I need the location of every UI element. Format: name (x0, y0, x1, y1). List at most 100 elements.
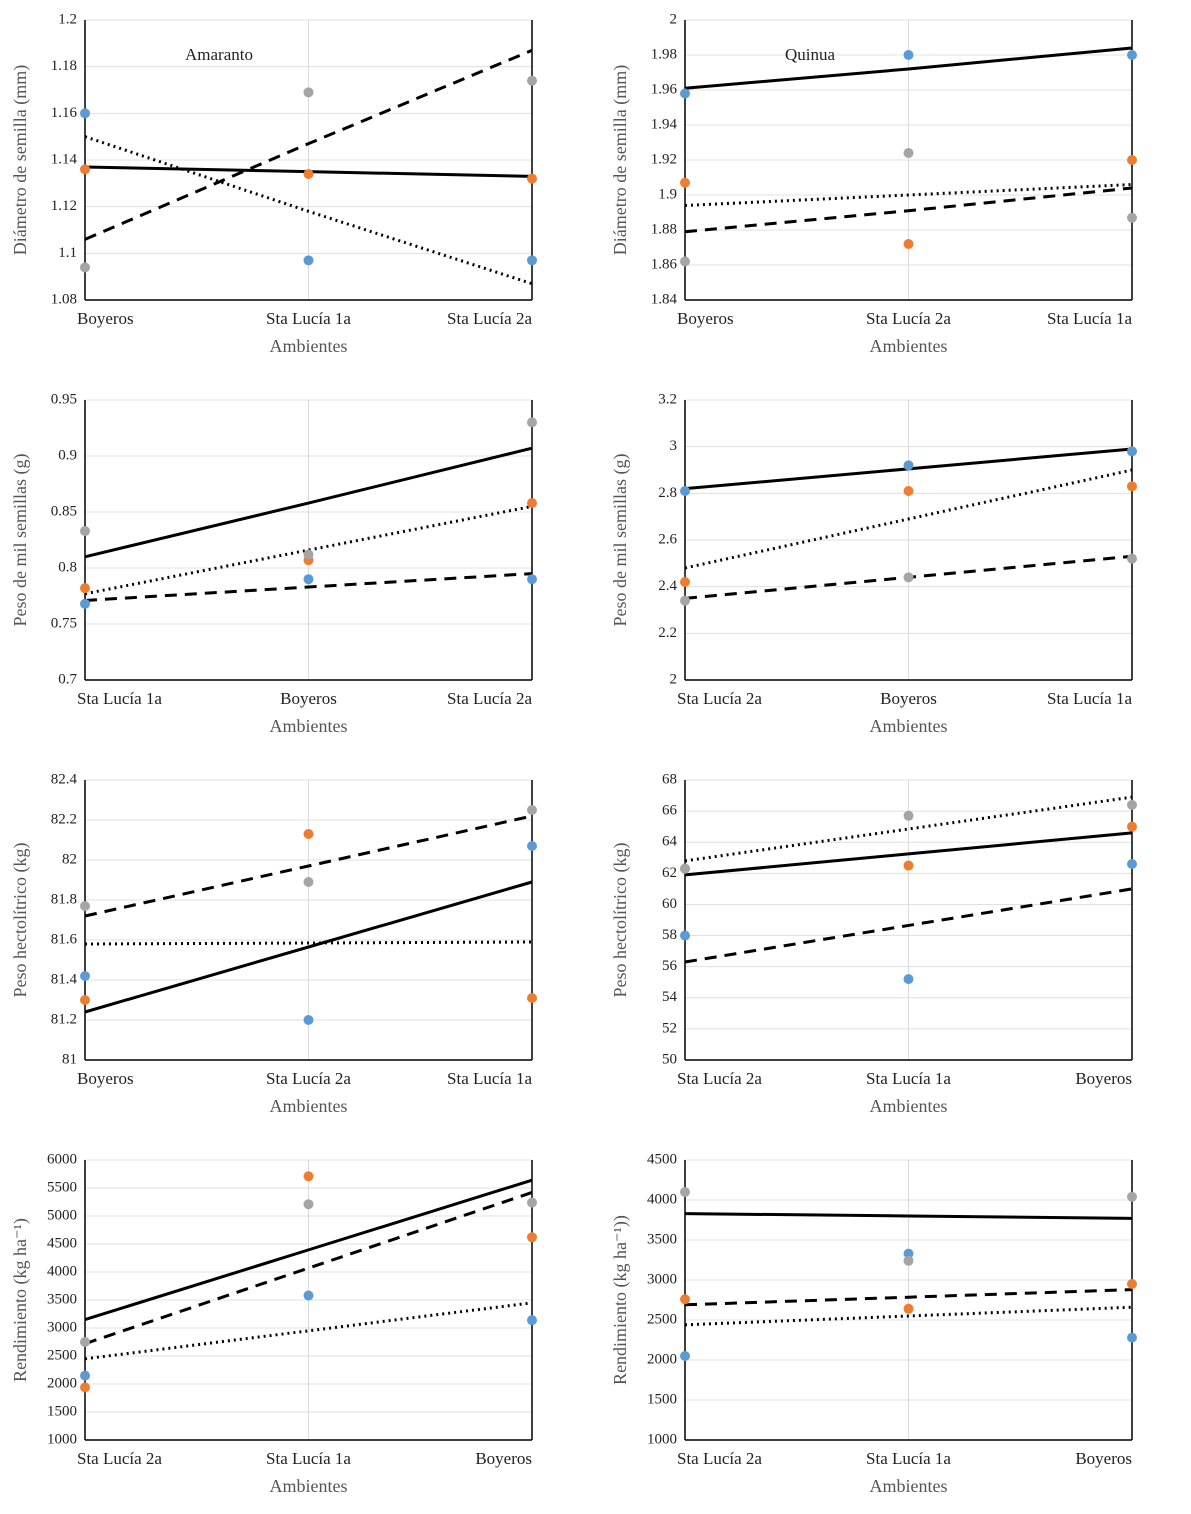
x-tick-label: Boyeros (77, 309, 134, 328)
data-point (80, 995, 90, 1005)
trend-line (84, 572, 533, 602)
x-tick-label: Sta Lucía 1a (266, 1449, 351, 1468)
data-point (680, 577, 690, 587)
data-point (527, 805, 537, 815)
data-point (80, 1370, 90, 1381)
data-point (903, 1303, 914, 1314)
y-tick-label: 0.7 (58, 671, 77, 687)
trend-line (84, 880, 533, 1014)
data-point (527, 574, 537, 585)
trend-line (684, 831, 1133, 877)
y-tick-label: 2.6 (658, 531, 677, 547)
y-tick-label: 1.16 (51, 105, 78, 121)
data-point (903, 148, 914, 158)
data-point (903, 860, 914, 871)
y-tick-label: 68 (662, 771, 677, 787)
data-point (80, 971, 90, 981)
y-tick-label: 50 (662, 1051, 677, 1067)
trend-line (684, 186, 1133, 234)
x-tick-label: Sta Lucía 1a (266, 309, 351, 328)
y-tick-label: 1000 (47, 1431, 77, 1447)
data-point (903, 1255, 914, 1266)
data-point (903, 1248, 914, 1259)
y-tick-label: 0.8 (58, 559, 77, 575)
x-tick-label: Sta Lucía 1a (1047, 309, 1132, 328)
y-tick-label: 3000 (647, 1271, 677, 1287)
data-point (903, 974, 914, 985)
data-point (903, 572, 914, 583)
data-point (303, 87, 314, 98)
data-point (527, 173, 537, 184)
y-tick-label: 0.85 (51, 503, 77, 519)
y-tick-label: 81.6 (51, 931, 78, 947)
trend-line (84, 814, 533, 918)
data-point (303, 829, 314, 839)
y-tick-label: 66 (662, 803, 678, 819)
trend-line (684, 183, 1133, 207)
x-tick-label: Sta Lucía 2a (447, 689, 532, 708)
y-tick-label: 4000 (47, 1263, 77, 1279)
data-point (80, 901, 90, 911)
data-point (1127, 821, 1137, 832)
x-axis-title: Ambientes (870, 716, 948, 736)
data-point (527, 255, 537, 266)
x-tick-label: Sta Lucía 2a (677, 1449, 762, 1468)
data-point (903, 810, 914, 821)
x-tick-label: Boyeros (1075, 1449, 1132, 1468)
data-point (80, 526, 90, 537)
data-point (303, 255, 314, 266)
y-tick-label: 56 (662, 958, 678, 974)
y-tick-label: 81.2 (51, 1011, 77, 1027)
y-tick-label: 2500 (47, 1347, 77, 1363)
y-tick-label: 1.1 (58, 245, 77, 261)
y-tick-label: 2000 (47, 1375, 77, 1391)
x-axis-title: Ambientes (870, 1096, 948, 1116)
x-tick-label: Boyeros (1075, 1069, 1132, 1088)
data-point (303, 169, 314, 179)
data-point (680, 1351, 690, 1361)
data-point (527, 417, 537, 428)
x-tick-label: Sta Lucía 2a (866, 309, 951, 328)
y-tick-label: 1.9 (658, 186, 677, 202)
x-tick-label: Boyeros (677, 309, 734, 328)
y-tick-label: 3.2 (658, 391, 677, 407)
y-axis-title: Rendimiento (kg ha⁻¹)) (610, 1215, 631, 1385)
y-tick-label: 64 (662, 834, 678, 850)
trend-line (84, 504, 533, 596)
data-point (1127, 553, 1137, 564)
data-point (680, 595, 690, 606)
y-axis-title: Peso hectolítrico (kg) (610, 843, 631, 998)
data-point (303, 1171, 314, 1182)
y-tick-label: 1500 (47, 1403, 77, 1419)
x-tick-label: Boyeros (280, 689, 337, 708)
y-tick-label: 1500 (647, 1391, 677, 1407)
y-tick-label: 3000 (47, 1319, 77, 1335)
y-tick-label: 1.14 (51, 151, 78, 167)
data-point (303, 1290, 314, 1301)
data-point (303, 549, 314, 560)
trend-line (684, 1305, 1133, 1327)
y-tick-label: 82.2 (51, 811, 77, 827)
y-tick-label: 1000 (647, 1431, 677, 1447)
data-point (680, 863, 690, 874)
trend-line (84, 446, 533, 559)
y-tick-label: 0.9 (58, 447, 77, 463)
y-axis-title: Diámetro de semilla (mm) (610, 65, 631, 255)
y-tick-label: 81.8 (51, 891, 77, 907)
y-tick-label: 1.96 (651, 81, 678, 97)
trend-line (684, 1288, 1133, 1307)
y-tick-label: 1.2 (58, 11, 77, 27)
x-axis-title: Ambientes (870, 1476, 948, 1496)
data-point (80, 1337, 90, 1347)
data-point (80, 262, 90, 273)
data-point (903, 486, 914, 496)
trend-line (684, 46, 1133, 90)
y-tick-label: 1.12 (51, 198, 77, 214)
y-tick-label: 4500 (47, 1235, 77, 1251)
y-axis-title: Diámetro de semilla (mm) (10, 65, 31, 255)
data-point (1127, 212, 1137, 223)
data-point (1127, 50, 1137, 60)
trend-line (84, 1178, 533, 1322)
data-point (527, 841, 537, 851)
